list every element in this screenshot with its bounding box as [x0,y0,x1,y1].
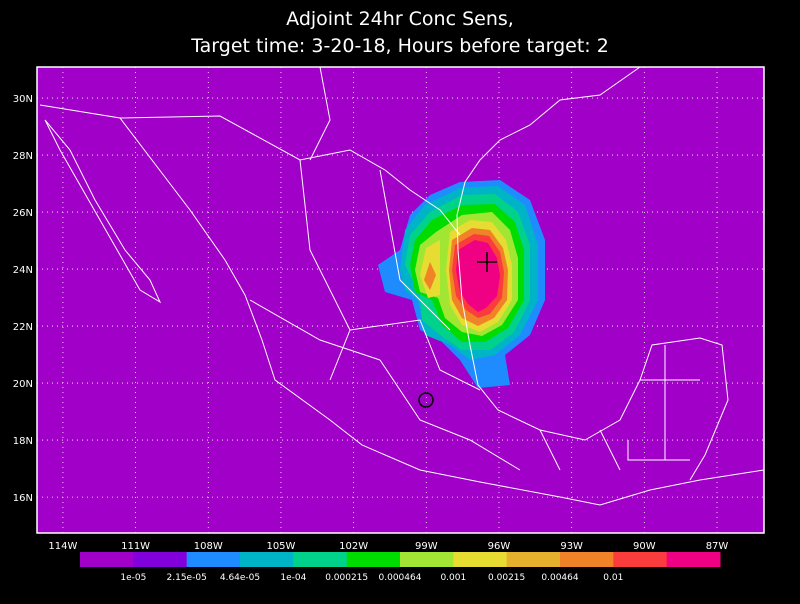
lat-tick-label: 24N [13,265,33,276]
lon-tick-label: 87W [706,541,729,552]
sensitivity-field [378,180,545,388]
lat-tick-label: 28N [13,151,33,162]
tick-labels: 114W 111W 108W 105W 102W 99W 96W 93W 90W 87W 16N 18… [13,94,729,552]
lat-tick-label: 26N [13,208,33,219]
colorbar-label: 1e-05 [120,573,146,583]
plot-area [37,67,764,533]
lat-tick-label: 22N [13,322,33,333]
colorbar-label: 4.64e-05 [220,573,260,583]
lon-tick-label: 111W [121,541,150,552]
lon-tick-label: 96W [488,541,511,552]
colorbar-swatch [453,552,508,567]
colorbar-swatch [400,552,454,567]
colorbar-swatch [560,552,614,567]
colorbar-label: 0.01 [603,573,623,583]
lat-tick-label: 30N [13,94,33,105]
colorbar-swatch [186,552,241,567]
grid [37,67,764,533]
colorbar-label: 0.00464 [541,573,578,583]
colorbar-swatch [80,552,134,567]
title-line: Target time: 3-20-18, Hours before targe… [190,35,609,57]
colorbar-swatch [240,552,294,567]
lon-tick-label: 108W [194,541,223,552]
lon-tick-label: 99W [415,541,438,552]
colorbar-swatch [613,552,668,567]
colorbar-swatch [133,552,188,567]
colorbar-swatch [506,552,561,567]
colorbar-label: 0.00215 [488,573,525,583]
colorbar-label: 2.15e-05 [167,573,207,583]
title-line: Adjoint 24hr Conc Sens, [286,8,514,30]
target-marker [477,252,497,272]
colorbar-swatch [293,552,348,567]
colorbar-label: 1e-04 [280,573,306,583]
plot-frame [36,66,765,534]
colorbar-swatch [666,552,721,567]
lon-tick-label: 90W [633,541,656,552]
colorbar-label: 0.000464 [379,573,422,583]
lat-tick-label: 20N [13,379,33,390]
lat-tick-label: 18N [13,436,33,447]
lon-tick-label: 114W [48,541,77,552]
colorbar: 1e-05 2.15e-05 4.64e-05 1e-04 0.000215 0.0004… [80,552,721,583]
lat-tick-label: 16N [13,493,33,504]
colorbar-swatch [346,552,401,567]
lon-tick-label: 93W [560,541,583,552]
colorbar-label: 0.001 [440,573,466,583]
colorbar-label: 0.000215 [325,573,368,583]
lon-tick-label: 105W [266,541,295,552]
lon-tick-label: 102W [339,541,368,552]
